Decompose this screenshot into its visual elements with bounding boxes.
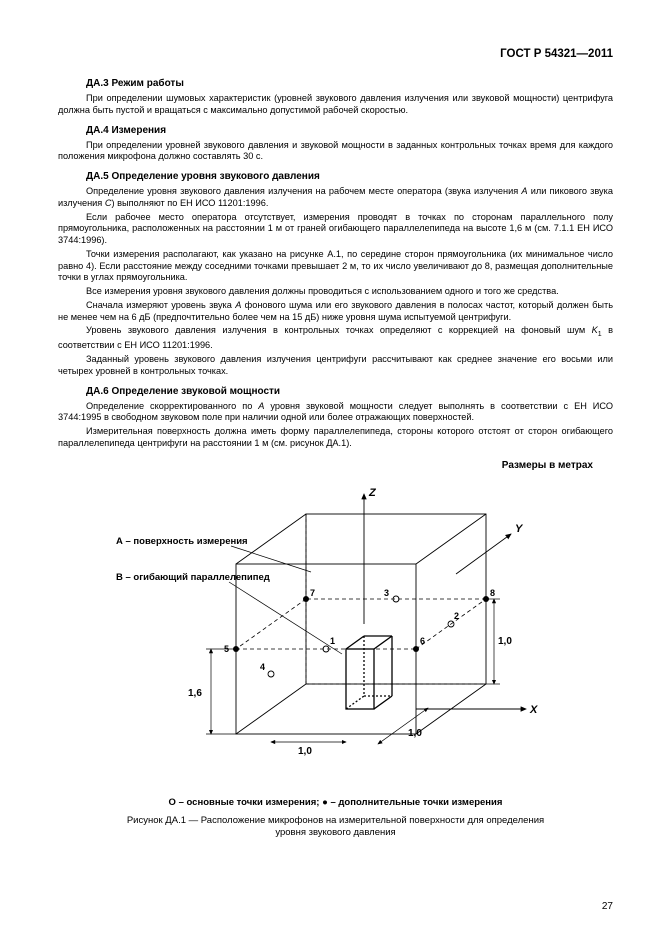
svg-text:1,0: 1,0: [298, 746, 312, 757]
figure-label-a: А – поверхность измерения: [116, 536, 248, 547]
svg-text:1,6: 1,6: [188, 688, 202, 699]
section-title-da3: ДА.3 Режим работы: [86, 78, 613, 89]
svg-text:3: 3: [384, 588, 389, 598]
page-number: 27: [602, 901, 613, 912]
svg-text:Z: Z: [368, 487, 377, 499]
figure-size-label: Размеры в метрах: [502, 460, 593, 471]
svg-text:7: 7: [310, 588, 315, 598]
figure-da1: Размеры в метрах: [58, 460, 613, 840]
para-da6-2: Измерительная поверхность должна иметь ф…: [58, 426, 613, 450]
para-da4-1: При определении уровней звукового давлен…: [58, 140, 613, 164]
figure-svg: Z X Y: [116, 484, 556, 794]
para-da5-7: Заданный уровень звукового давления излу…: [58, 354, 613, 378]
svg-text:Y: Y: [515, 523, 524, 535]
para-da6-1: Определение скорректированного по А уров…: [58, 401, 613, 425]
para-da3-1: При определении шумовых характеристик (у…: [58, 93, 613, 117]
svg-text:1,0: 1,0: [408, 728, 422, 739]
svg-text:1,0: 1,0: [498, 636, 512, 647]
para-da5-2: Если рабочее место оператора отсутствует…: [58, 212, 613, 247]
svg-text:1: 1: [330, 636, 335, 646]
svg-text:2: 2: [454, 611, 459, 621]
para-da5-6: Уровень звукового давления излучения в к…: [58, 325, 613, 352]
svg-text:4: 4: [260, 662, 265, 672]
figure-caption: Рисунок ДА.1 — Расположение микрофонов н…: [58, 815, 613, 840]
section-title-da4: ДА.4 Измерения: [86, 125, 613, 136]
para-da5-3: Точки измерения располагают, как указано…: [58, 249, 613, 284]
svg-text:6: 6: [420, 636, 425, 646]
svg-text:8: 8: [490, 588, 495, 598]
section-title-da5: ДА.5 Определение уровня звукового давлен…: [86, 171, 613, 182]
figure-label-b: В – огибающий параллелепипед: [116, 572, 270, 583]
svg-text:X: X: [529, 704, 538, 716]
document-header: ГОСТ Р 54321—2011: [58, 48, 613, 60]
section-title-da6: ДА.6 Определение звуковой мощности: [86, 386, 613, 397]
para-da5-5: Сначала измеряют уровень звука А фоновог…: [58, 300, 613, 324]
figure-legend: О – основные точки измерения; ● – дополн…: [58, 797, 613, 808]
para-da5-1: Определение уровня звукового давления из…: [58, 186, 613, 210]
para-da5-4: Все измерения уровня звукового давления …: [58, 286, 613, 298]
